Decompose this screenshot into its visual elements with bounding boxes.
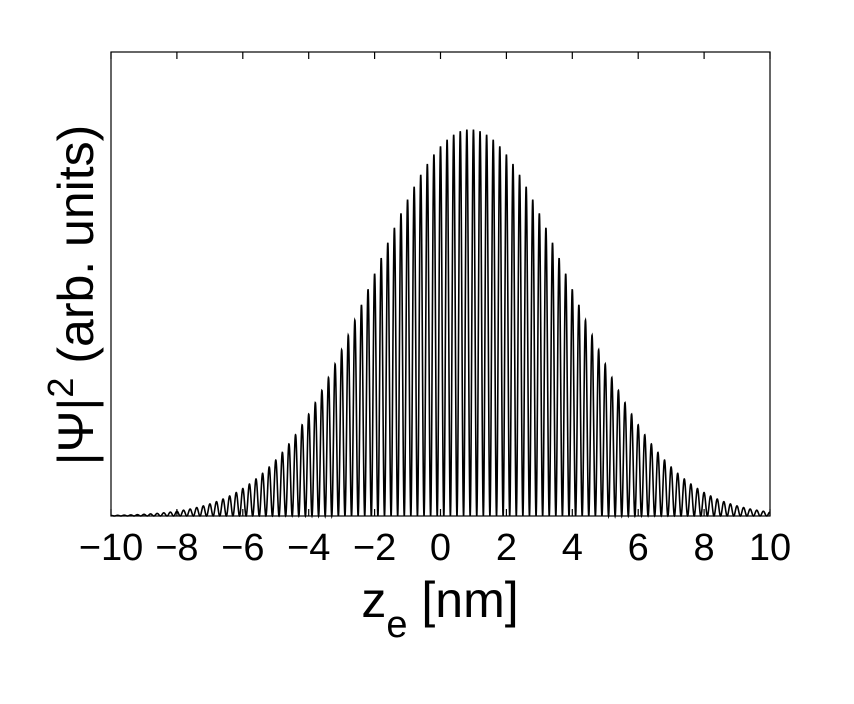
x-tick-label: −4 — [287, 527, 330, 569]
x-tick-label: 4 — [562, 527, 583, 569]
x-tick-label: −8 — [155, 527, 198, 569]
x-tick-label: 2 — [496, 527, 517, 569]
x-tick-label: −10 — [79, 527, 143, 569]
y-axis-label: |Ψ|2 (arb. units) — [40, 125, 104, 466]
plot-border — [110, 51, 771, 517]
x-tick-label: −2 — [353, 527, 396, 569]
wavefunction-curve — [111, 129, 771, 520]
x-ticks — [110, 52, 771, 516]
x-tick-label: 6 — [628, 527, 649, 569]
x-tick-labels: −10 −8 −6 −4 −2 0 2 4 6 8 10 — [79, 527, 791, 569]
plot-frame — [110, 51, 771, 517]
x-tick-label: −6 — [221, 527, 264, 569]
x-axis-label: ze [nm] — [361, 572, 518, 646]
x-tick-label: 0 — [430, 527, 451, 569]
x-tick-label: 10 — [749, 527, 791, 569]
x-tick-label: 8 — [694, 527, 715, 569]
